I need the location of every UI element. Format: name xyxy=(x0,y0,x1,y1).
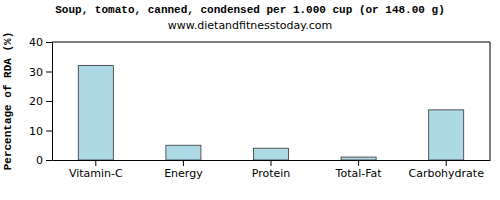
y-tick-label: 0 xyxy=(36,154,43,167)
y-tick-label: 40 xyxy=(29,36,43,49)
x-tick-mark xyxy=(95,160,96,166)
y-tick-mark xyxy=(46,101,52,102)
y-tick-mark xyxy=(46,72,52,73)
y-tick: 40 xyxy=(29,36,52,49)
x-tick-mark xyxy=(271,160,272,166)
plot: 0 10 20 30 40 Vitamin-C Energy Protein Total-Fat… xyxy=(29,36,491,180)
y-tick: 10 xyxy=(29,125,52,138)
bar xyxy=(429,110,464,160)
x-tick: Carbohydrate xyxy=(408,160,484,180)
x-tick: Total-Fat xyxy=(335,160,383,180)
x-tick-label: Total-Fat xyxy=(335,167,383,180)
x-tick-label: Protein xyxy=(252,167,291,180)
x-tick: Energy xyxy=(164,160,203,180)
y-tick-label: 10 xyxy=(29,125,43,138)
x-axis: Vitamin-C Energy Protein Total-Fat Carbohydr… xyxy=(53,160,491,180)
y-tick-mark xyxy=(46,160,52,161)
x-tick-mark xyxy=(358,160,359,166)
bars xyxy=(78,66,463,160)
chart: Soup, tomato, canned, condensed per 1.00… xyxy=(0,0,500,200)
y-tick-label: 30 xyxy=(29,66,43,79)
x-tick-mark xyxy=(446,160,447,166)
y-axis-line xyxy=(52,43,53,161)
x-tick: Vitamin-C xyxy=(69,160,123,180)
y-tick-mark xyxy=(46,131,52,132)
x-tick-label: Carbohydrate xyxy=(408,167,484,180)
y-axis: 0 10 20 30 40 xyxy=(29,36,53,167)
y-tick-mark xyxy=(46,42,52,43)
y-tick: 0 xyxy=(36,154,52,167)
bar xyxy=(166,145,201,160)
bar xyxy=(341,157,376,160)
bar xyxy=(78,66,113,160)
title: Soup, tomato, canned, condensed per 1.00… xyxy=(55,4,444,16)
y-tick-label: 20 xyxy=(29,95,43,108)
y-axis-title: Percentage of RDA (%) xyxy=(2,32,14,171)
y-tick: 20 xyxy=(29,95,52,108)
plot-frame xyxy=(52,42,490,160)
x-tick-label: Vitamin-C xyxy=(69,167,123,180)
y-tick: 30 xyxy=(29,66,52,79)
x-tick-mark xyxy=(183,160,184,166)
x-tick-label: Energy xyxy=(164,167,203,180)
bar xyxy=(253,148,288,160)
x-tick: Protein xyxy=(252,160,291,180)
subtitle: www.dietandfitnesstoday.com xyxy=(168,19,332,32)
